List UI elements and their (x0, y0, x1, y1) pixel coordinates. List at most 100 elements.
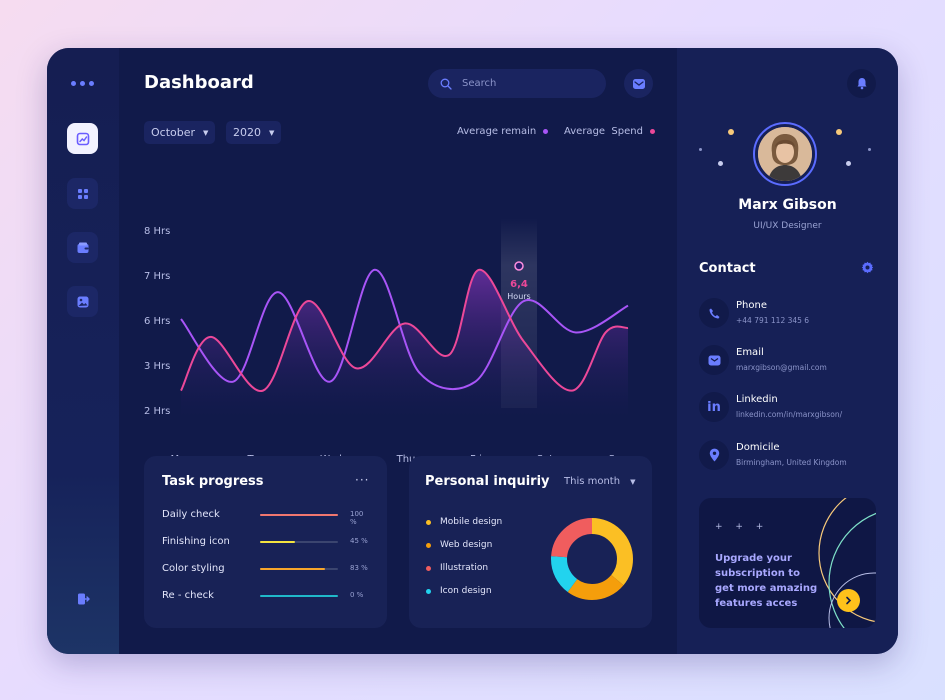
search-bar[interactable] (428, 69, 606, 98)
chevron-down-icon: ▼ (630, 477, 636, 486)
y-tick-label: 7 Hrs (144, 271, 170, 282)
inquiry-legend-item: Icon design (426, 586, 492, 596)
upgrade-decoration (818, 498, 876, 628)
donut-slice[interactable] (551, 518, 633, 600)
legend-label: Average remain (457, 126, 537, 137)
decor-dot (868, 148, 871, 151)
avatar-photo (758, 127, 812, 181)
profile-panel: Marx Gibson UI/UX Designer Contact Phone… (677, 48, 898, 654)
upgrade-card: + + + Upgrade your subscription to get m… (699, 498, 876, 628)
sidebar-item-gallery[interactable] (67, 286, 98, 317)
search-icon (440, 78, 452, 90)
inquiry-legend-item: Mobile design (426, 517, 502, 527)
profile-role: UI/UX Designer (753, 221, 822, 231)
decor-dot (836, 129, 842, 135)
decor-dot (728, 129, 734, 135)
task-label: Re - check (162, 590, 214, 601)
logout-button[interactable] (67, 583, 98, 614)
inquiry-label: Mobile design (440, 517, 503, 527)
contact-value: marxgibson@gmail.com (736, 363, 827, 372)
location-icon (699, 440, 729, 470)
contact-email[interactable]: Email marxgibson@gmail.com (699, 345, 879, 377)
task-row: Re - check 0 % (162, 590, 372, 604)
period-select-value: This month (564, 476, 621, 487)
year-select-value: 2020 (233, 126, 261, 139)
grid-icon (77, 188, 88, 199)
upgrade-arrow-button[interactable] (837, 589, 860, 612)
personal-inquiry-card: Personal inquiriy This month ▼ Mobile de… (409, 456, 652, 628)
donut-slice[interactable] (551, 518, 633, 600)
contact-label: Linkedin (736, 394, 778, 405)
task-progress-title: Task progress (162, 474, 264, 489)
task-percent: 0 % (350, 591, 364, 599)
sidebar-item-grid[interactable] (67, 178, 98, 209)
contact-domicile[interactable]: Domicile Birmingham, United Kingdom (699, 440, 879, 472)
app-window: Dashboard October ▼ 2020 ▼ Average remai… (47, 48, 898, 654)
inquiry-legend-item: Web design (426, 540, 492, 550)
x-tick-label: Thu (396, 454, 416, 465)
month-select[interactable]: October ▼ (144, 121, 216, 144)
task-progress-fill (260, 514, 338, 516)
inquiry-label: Web design (440, 540, 493, 550)
task-row: Daily check 100 % (162, 509, 372, 526)
menu-dots-icon[interactable] (71, 81, 94, 86)
phone-icon (699, 298, 729, 328)
sidebar-item-analytics[interactable] (67, 123, 98, 154)
avatar[interactable] (753, 122, 817, 186)
inquiry-label: Icon design (440, 586, 492, 596)
gear-icon[interactable] (861, 261, 874, 274)
search-input[interactable] (462, 78, 582, 89)
chart-icon (76, 132, 89, 145)
contact-label: Email (736, 347, 764, 358)
series-line-remain (180, 268, 629, 390)
chevron-right-icon (846, 596, 852, 605)
inquiry-legend-item: Illustration (426, 563, 488, 573)
image-icon (77, 296, 88, 307)
highlight-point[interactable] (514, 261, 524, 271)
task-label: Finishing icon (162, 536, 230, 547)
wallet-icon (77, 242, 88, 253)
legend-dot (426, 542, 431, 548)
series-line-spend (180, 268, 629, 392)
donut-slice[interactable] (551, 518, 633, 600)
y-tick-label: 2 Hrs (144, 406, 170, 417)
legend-label: Average Spend (564, 126, 643, 137)
legend-dot (426, 565, 431, 571)
task-percent: 100 % (350, 510, 364, 526)
task-percent: 83 % (350, 564, 368, 572)
task-progress-fill (260, 568, 325, 570)
legend-dot (426, 519, 431, 525)
sidebar-item-wallet[interactable] (67, 232, 98, 263)
messages-button[interactable] (624, 69, 653, 98)
more-options-icon[interactable]: ··· (355, 473, 370, 487)
inquiry-label: Illustration (440, 563, 489, 573)
chevron-down-icon: ▼ (269, 128, 275, 137)
legend-dot (426, 588, 431, 594)
y-tick-label: 8 Hrs (144, 226, 170, 237)
task-progress-fill (260, 541, 296, 543)
contact-linkedin[interactable]: in Linkedin linkedin.com/in/marxgibson/ (699, 392, 879, 424)
legend-item-remain: Average remain (457, 126, 549, 137)
task-label: Color styling (162, 563, 225, 574)
inquiry-title: Personal inquiriy (425, 474, 550, 489)
task-progress-bar (260, 568, 338, 570)
task-percent: 45 % (350, 537, 368, 545)
bell-icon (857, 78, 866, 90)
upgrade-stars: + + + (715, 522, 769, 532)
legend-item-spend: Average Spend (564, 126, 655, 137)
notifications-button[interactable] (847, 69, 876, 98)
y-tick-label: 6 Hrs (144, 316, 170, 327)
contact-phone[interactable]: Phone +44 791 112 345 6 (699, 298, 879, 330)
month-select-value: October (151, 126, 196, 139)
legend-dot (543, 129, 549, 134)
task-progress-bar (260, 595, 338, 597)
spend-area (181, 269, 628, 418)
logout-icon (77, 593, 90, 604)
contact-value: +44 791 112 345 6 (736, 316, 810, 325)
decor-dot (718, 161, 723, 166)
period-select[interactable]: This month ▼ (564, 476, 635, 487)
task-label: Daily check (162, 509, 220, 520)
main-content: Dashboard October ▼ 2020 ▼ Average remai… (119, 48, 677, 654)
contact-label: Phone (736, 300, 767, 311)
year-select[interactable]: 2020 ▼ (226, 121, 282, 144)
